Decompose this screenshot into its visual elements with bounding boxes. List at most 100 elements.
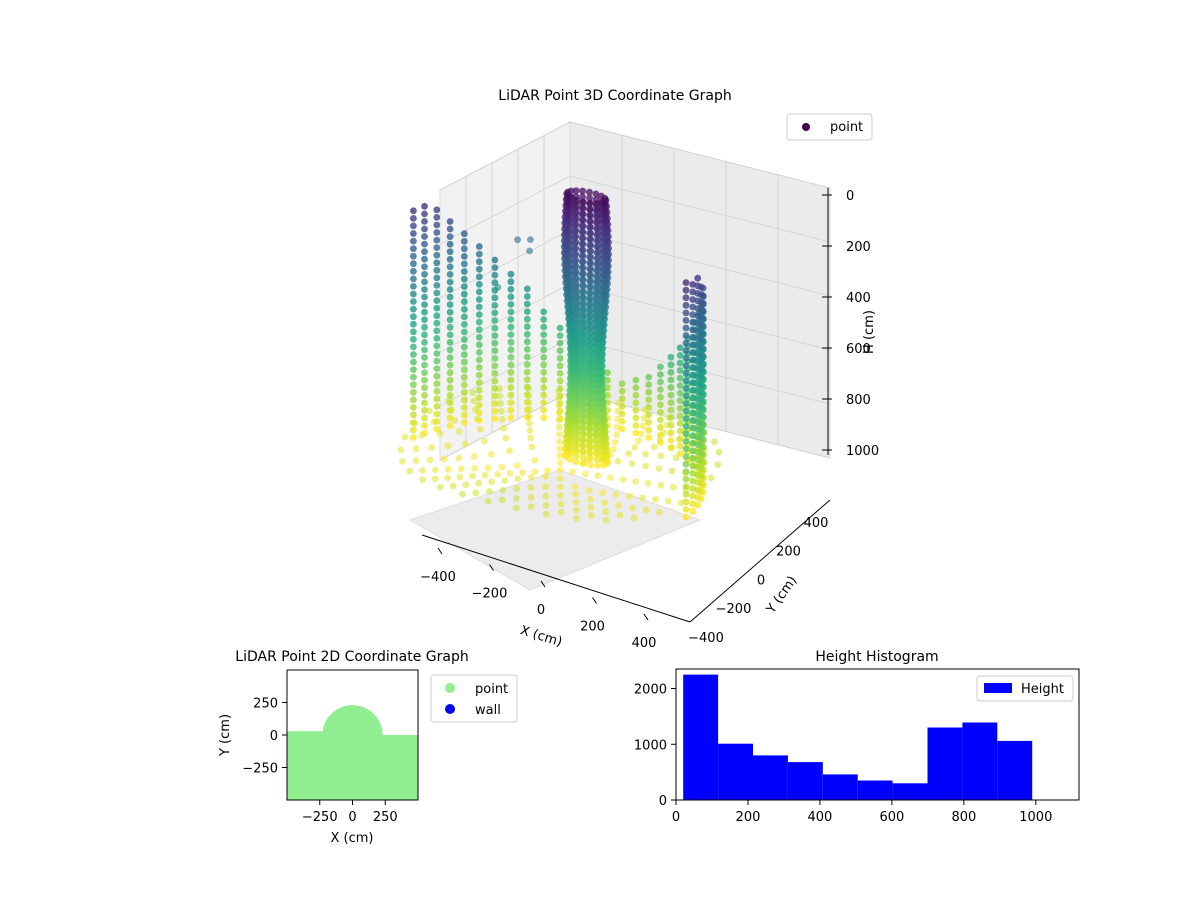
point-3d: [507, 308, 515, 316]
point-3d: [540, 316, 548, 323]
legend-2d-point-marker: [445, 683, 455, 693]
point-3d: [410, 215, 417, 222]
point-3d: [579, 228, 587, 236]
point-3d: [528, 443, 536, 451]
point-3d: [507, 270, 515, 278]
point-3d: [514, 236, 521, 244]
point-3d: [618, 410, 626, 418]
point-3d: [460, 336, 468, 343]
point-3d: [591, 377, 599, 384]
point-3d: [645, 388, 653, 396]
point-3d: [667, 437, 675, 444]
point-3d: [421, 210, 428, 218]
point-3d: [567, 206, 575, 214]
point-3d: [460, 358, 468, 366]
point-3d: [682, 506, 690, 513]
point-3d: [630, 514, 638, 522]
point-3d: [667, 376, 675, 384]
point-3d: [433, 342, 441, 350]
point-3d: [682, 513, 690, 521]
point-3d: [540, 414, 548, 422]
point-3d: [507, 353, 515, 361]
point-3d: [433, 319, 441, 327]
point-3d: [446, 233, 454, 241]
point-3d: [446, 369, 454, 377]
point-3d: [689, 394, 697, 402]
y-tick-label: −200: [716, 602, 752, 617]
point-3d: [586, 358, 593, 366]
point-3d: [460, 419, 468, 427]
point-3d: [421, 361, 428, 369]
grid-line-back: [569, 175, 831, 243]
point-3d: [586, 194, 593, 202]
point-3d: [579, 258, 587, 266]
point-3d: [410, 252, 417, 260]
point-3d: [682, 460, 690, 468]
point-3d: [557, 508, 565, 516]
point-3d: [587, 217, 594, 225]
point-3d: [421, 293, 428, 301]
point-3d: [446, 422, 454, 429]
point-3d: [573, 208, 580, 216]
point-3d: [440, 455, 448, 463]
point-3d: [433, 357, 441, 365]
point-3d: [451, 416, 459, 424]
point-3d: [507, 414, 515, 422]
point-3d: [618, 395, 626, 403]
point-3d: [580, 430, 587, 437]
point-3d: [594, 277, 601, 285]
point-3d: [575, 350, 583, 358]
point-3d: [580, 299, 587, 307]
x-tick: [437, 547, 443, 555]
point-3d: [491, 400, 499, 408]
point-3d: [475, 288, 483, 296]
point-3d: [656, 508, 663, 516]
x-tick: [489, 564, 494, 571]
point-3d: [526, 420, 533, 427]
point-3d: [446, 248, 454, 256]
point-3d: [472, 406, 479, 414]
point-3d: [410, 328, 417, 336]
point-3d: [446, 293, 454, 301]
legend-2d-wall-marker: [445, 704, 455, 714]
point-3d: [689, 492, 697, 500]
point-3d: [506, 470, 514, 477]
point-3d: [644, 480, 652, 487]
point-3d: [433, 350, 441, 357]
point-3d: [498, 463, 506, 471]
y-tick-label: 400: [804, 516, 829, 531]
point-3d: [446, 301, 454, 308]
point-3d: [491, 317, 499, 324]
point-3d: [593, 212, 601, 220]
point-3d: [594, 272, 602, 279]
point-3d: [475, 379, 483, 386]
point-3d: [475, 386, 483, 394]
point-3d: [446, 263, 454, 271]
point-3d: [421, 399, 428, 407]
point-3d: [667, 421, 675, 429]
x-axis-label-3d: X (cm): [518, 623, 564, 650]
point-3d: [421, 278, 428, 286]
points-3d: [397, 187, 723, 524]
point-3d: [523, 376, 531, 383]
point-3d: [446, 339, 454, 346]
point-3d: [506, 447, 513, 455]
point-3d: [637, 430, 645, 437]
point-3d: [569, 468, 576, 476]
point-3d: [689, 341, 697, 349]
point-3d: [593, 295, 601, 303]
point-3d: [593, 437, 600, 445]
point-3d: [513, 504, 520, 512]
point-3d: [507, 384, 515, 391]
point-3d: [645, 411, 653, 419]
legend-histogram-frame: [976, 675, 1074, 702]
point-3d: [668, 467, 676, 475]
point-3d: [410, 283, 417, 290]
point-3d: [587, 236, 595, 243]
point-3d: [433, 410, 441, 418]
point-3d: [586, 306, 594, 314]
point-3d: [421, 414, 428, 422]
point-3d: [540, 399, 548, 406]
point-3d: [689, 371, 697, 379]
point-3d: [586, 199, 594, 207]
